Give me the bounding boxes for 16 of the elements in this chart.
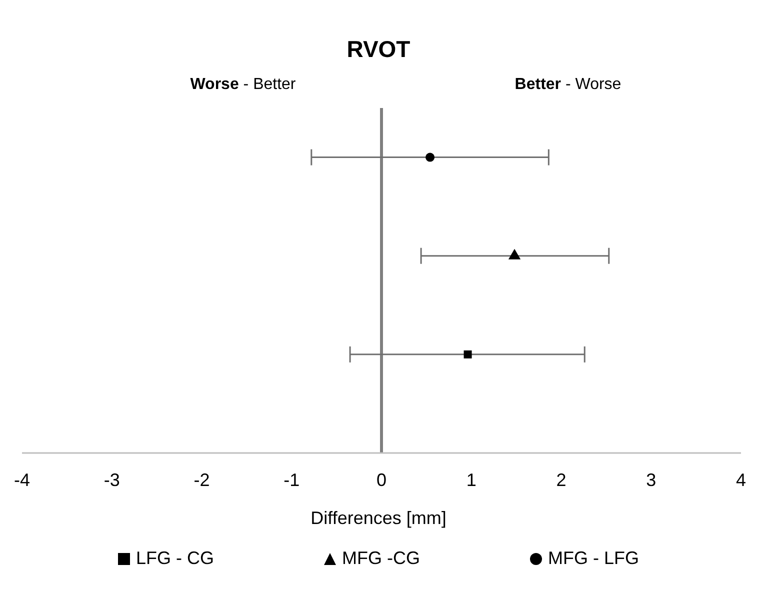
legend-label: MFG -CG: [341, 548, 420, 569]
x-tick-label: 1: [466, 470, 476, 490]
x-tick-label: 0: [376, 470, 387, 490]
x-tick-label: 4: [736, 470, 746, 490]
text: Better - Worse: [514, 76, 622, 93]
legend-label: MFG - LFG: [547, 548, 639, 569]
x-tick-label: 2: [556, 470, 566, 490]
x-tick-label: -3: [104, 470, 120, 490]
x-tick-label: -2: [194, 470, 210, 490]
legend-label: LFG - CG: [134, 548, 214, 569]
text: Worse - Better: [190, 76, 296, 93]
x-tick-label: -1: [284, 470, 300, 490]
chart-title: RVOT: [346, 36, 412, 63]
x-tick-label: 3: [646, 470, 656, 490]
x-tick-label: -4: [14, 470, 30, 490]
x-axis-title: Differences [mm]: [310, 508, 448, 529]
